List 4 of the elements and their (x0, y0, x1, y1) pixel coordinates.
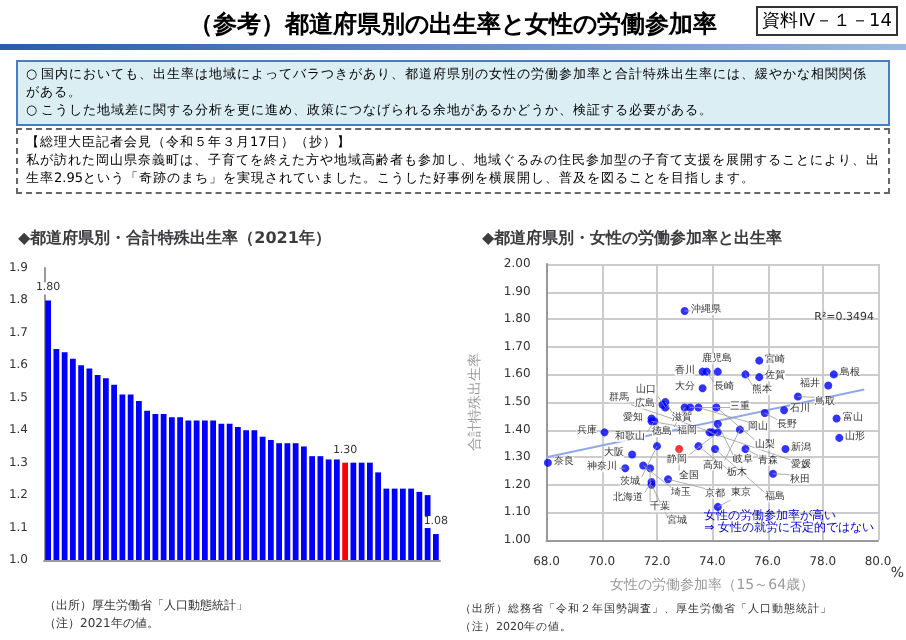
text: 資料Ⅳ－１－14 (756, 6, 898, 36)
chart-title: ◆都道府県別・合計特殊出生率（2021年） (18, 227, 331, 247)
chart-title: ◆都道府県別・女性の労働参加率と出生率 (482, 227, 783, 247)
text: （参考）都道府県別の出生率と女性の労働参加率 (189, 10, 717, 38)
